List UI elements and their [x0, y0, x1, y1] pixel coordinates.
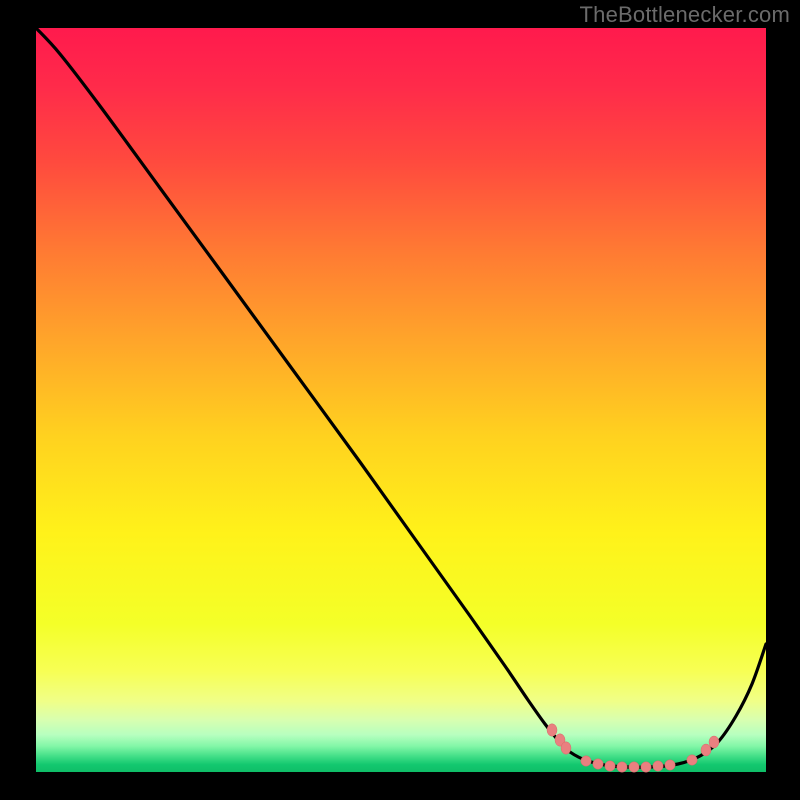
curve-marker	[605, 761, 615, 771]
curve-marker	[687, 755, 697, 765]
curve-marker	[629, 762, 639, 772]
curve-marker	[561, 742, 571, 754]
curve-marker	[653, 761, 663, 771]
curve-marker	[701, 744, 711, 756]
curve-marker	[593, 759, 603, 769]
curve-marker	[581, 756, 591, 766]
watermark-text: TheBottlenecker.com	[580, 2, 790, 28]
chart-stage: TheBottlenecker.com	[0, 0, 800, 800]
curve-marker	[709, 736, 719, 748]
chart-svg	[0, 0, 800, 800]
plot-gradient	[36, 28, 766, 772]
curve-marker	[617, 762, 627, 772]
curve-marker	[641, 762, 651, 772]
curve-marker	[665, 760, 675, 770]
curve-marker	[547, 724, 557, 736]
